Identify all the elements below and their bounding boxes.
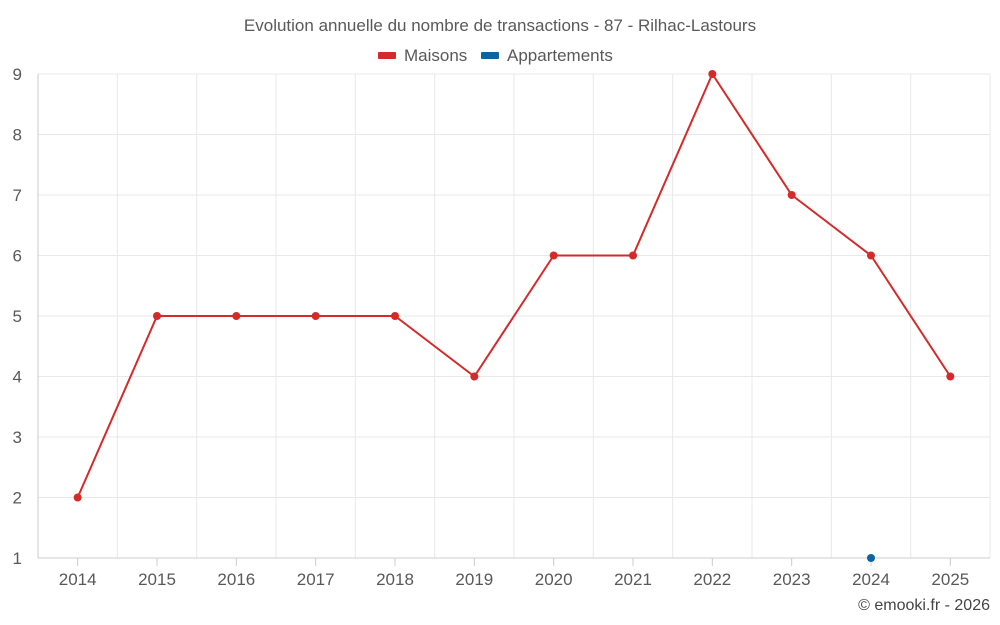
y-tick-label: 1 xyxy=(13,549,22,568)
data-point xyxy=(708,70,717,78)
x-tick-label: 2018 xyxy=(376,570,414,589)
legend-item-maisons[interactable]: Maisons xyxy=(378,46,467,65)
y-tick-label: 3 xyxy=(13,428,22,447)
y-tick-label: 5 xyxy=(13,307,22,326)
x-tick-label: 2020 xyxy=(535,570,573,589)
y-tick-label: 8 xyxy=(13,126,22,145)
x-tick-label: 2017 xyxy=(297,570,335,589)
legend-label: Appartements xyxy=(507,46,613,65)
chart-title: Evolution annuelle du nombre de transact… xyxy=(244,16,756,35)
data-point xyxy=(629,251,637,260)
x-tick-label: 2019 xyxy=(455,570,493,589)
data-point xyxy=(867,554,875,562)
x-tick-label: 2015 xyxy=(138,570,176,589)
legend-label: Maisons xyxy=(404,46,467,65)
y-tick-label: 2 xyxy=(13,489,22,508)
data-point xyxy=(946,372,955,381)
x-tick-label: 2024 xyxy=(852,570,890,589)
legend-swatch xyxy=(481,52,499,59)
series xyxy=(73,70,955,562)
axes: 1 2 3 4 5 6 7 8 9 2014 2015 2016 2017 2018 2019 2020 202… xyxy=(13,65,990,589)
data-point xyxy=(787,191,796,199)
x-tick-label: 2022 xyxy=(693,570,731,589)
legend[interactable]: Maisons Appartements xyxy=(378,46,613,65)
y-tick-label: 4 xyxy=(13,368,22,387)
series-maisons xyxy=(73,70,955,502)
data-point xyxy=(153,312,161,320)
data-point xyxy=(311,312,320,320)
legend-swatch xyxy=(378,52,396,59)
y-tick-label: 7 xyxy=(13,186,22,205)
data-point xyxy=(470,372,479,381)
x-tick-label: 2016 xyxy=(217,570,255,589)
series-appartements xyxy=(867,554,875,562)
data-point xyxy=(73,493,82,502)
x-tick-label: 2025 xyxy=(931,570,969,589)
credit-text: © emooki.fr - 2026 xyxy=(858,597,990,614)
data-point xyxy=(391,312,399,320)
data-point xyxy=(867,251,875,260)
x-tick-label: 2014 xyxy=(59,570,97,589)
data-point xyxy=(232,312,241,320)
y-tick-label: 9 xyxy=(13,65,22,84)
legend-item-appartements[interactable]: Appartements xyxy=(481,46,613,65)
data-point xyxy=(549,251,558,260)
series-line xyxy=(76,73,952,498)
y-tick-label: 6 xyxy=(13,247,22,266)
x-tick-label: 2023 xyxy=(773,570,811,589)
x-tick-label: 2021 xyxy=(614,570,652,589)
